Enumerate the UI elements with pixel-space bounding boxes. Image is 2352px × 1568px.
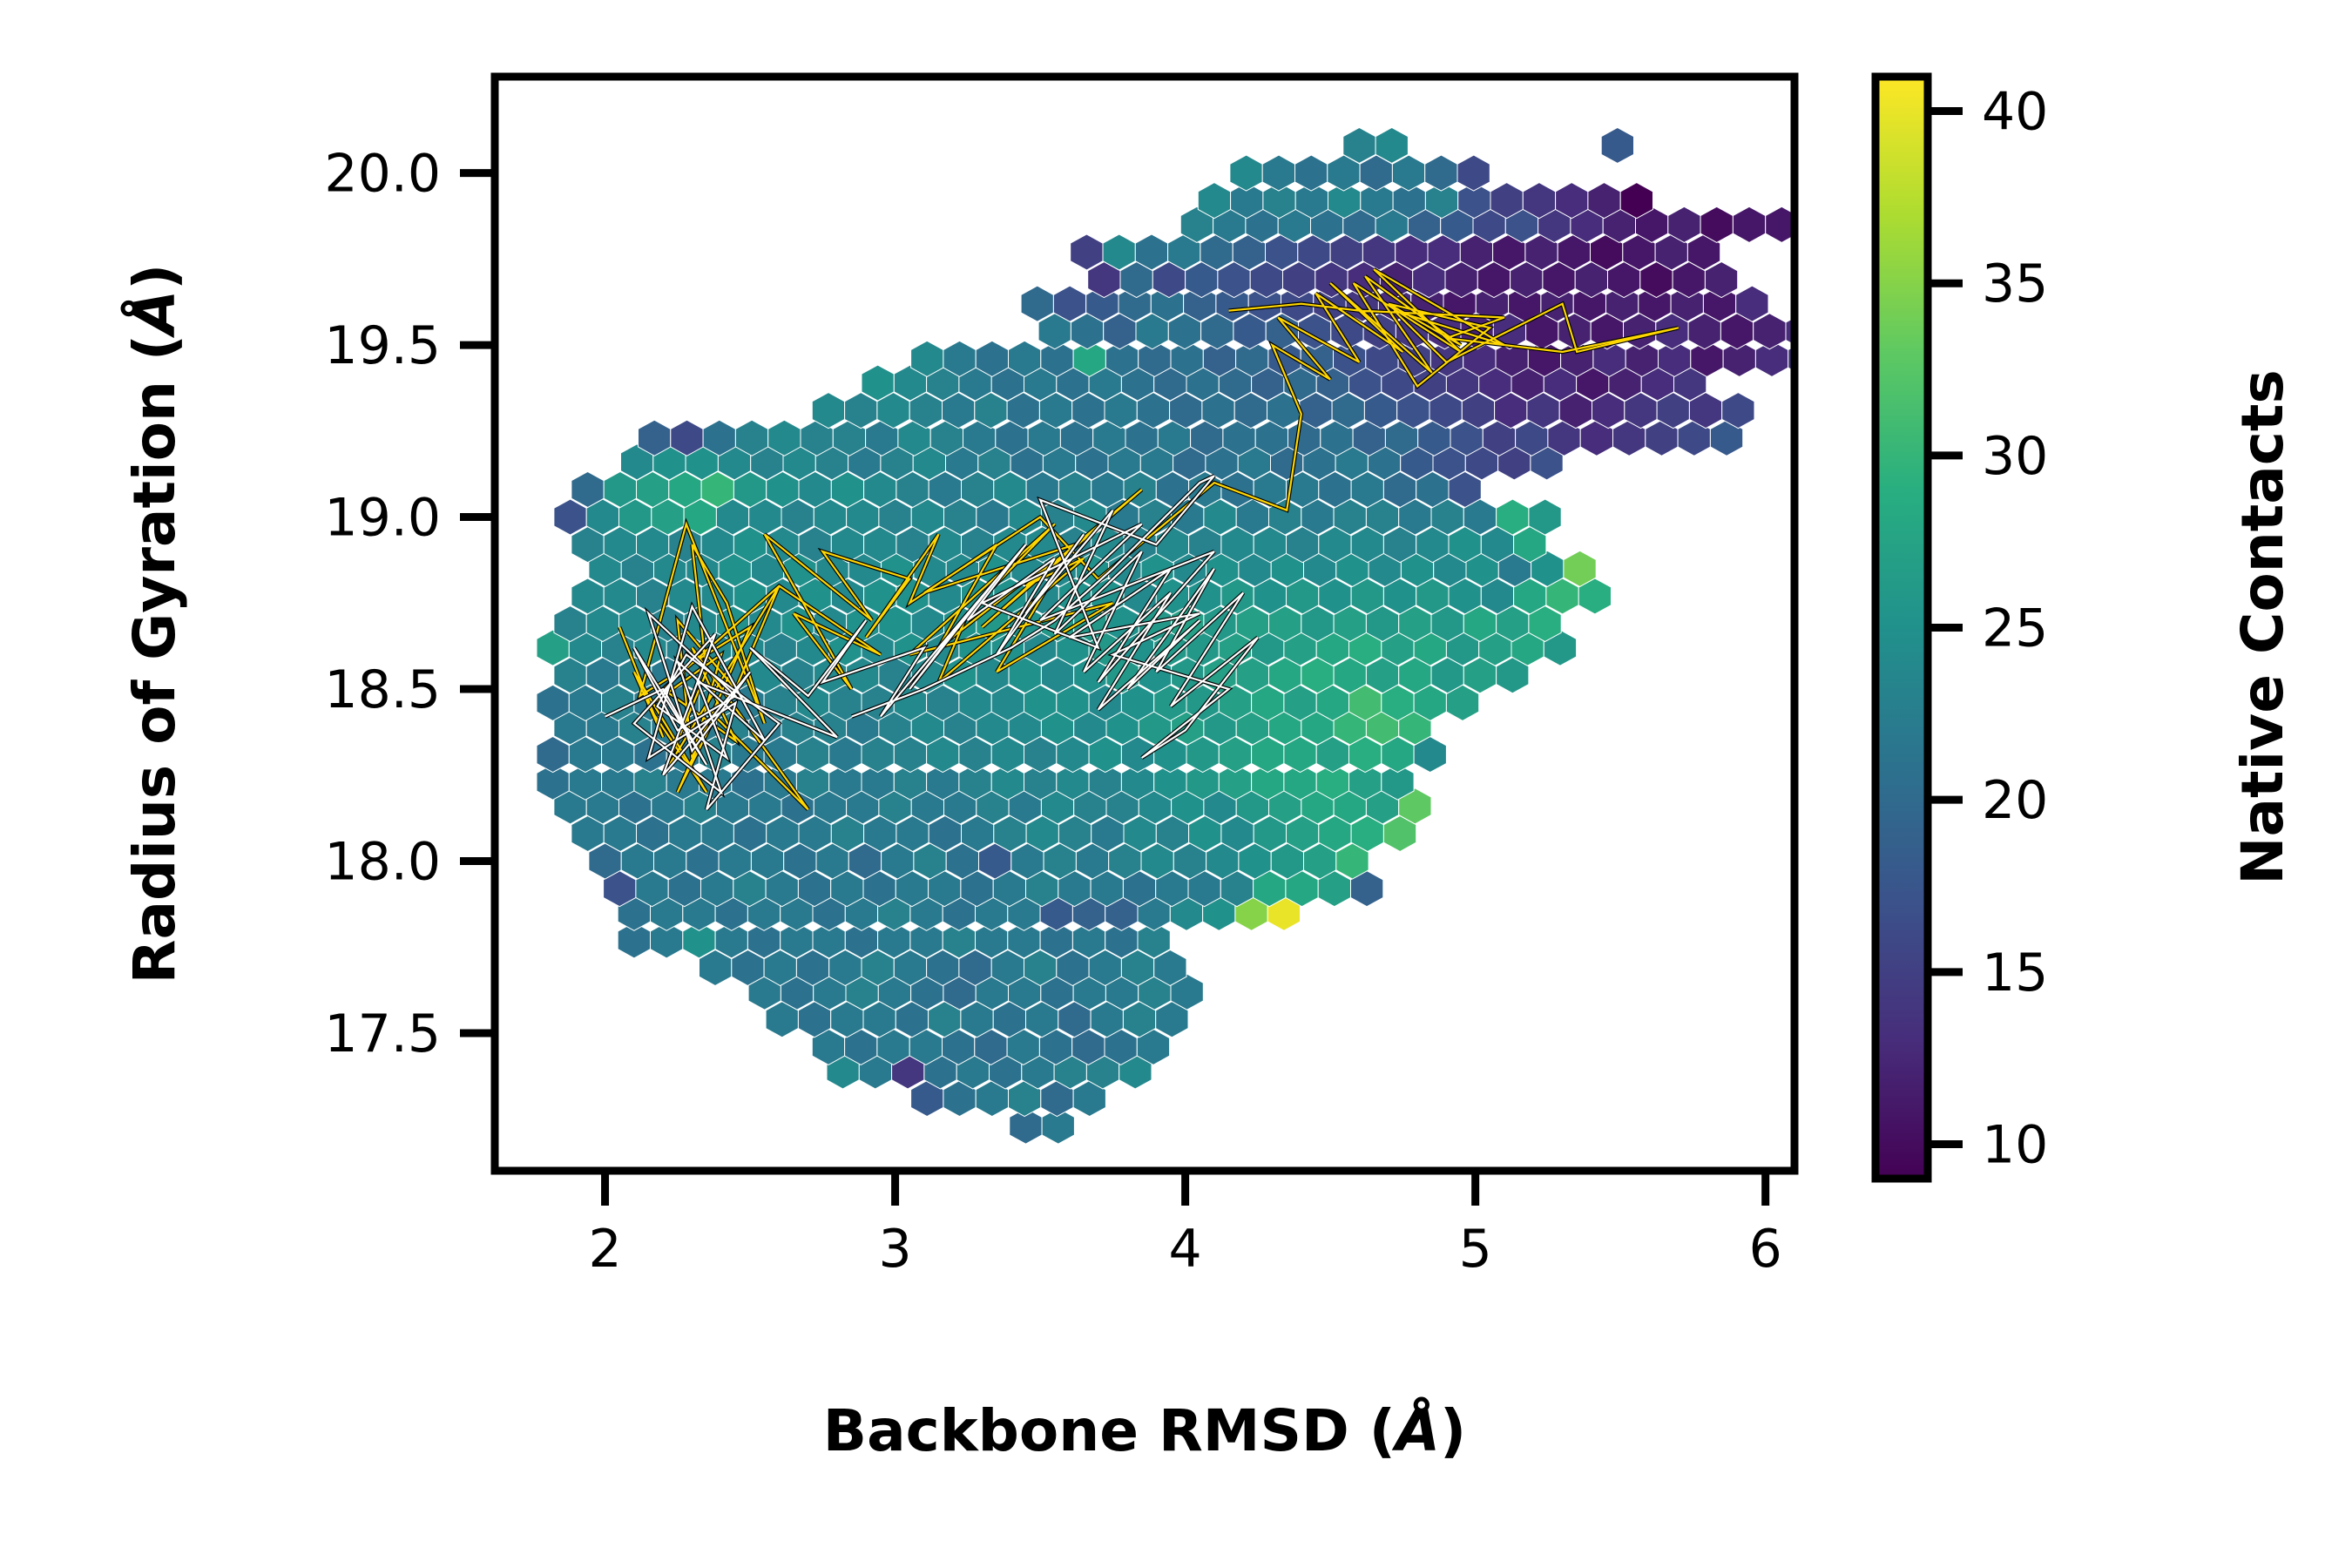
y-tick-label: 19.5: [324, 315, 441, 376]
hexbin-cell: [1381, 763, 1415, 801]
hexbin-cell: [1041, 1107, 1075, 1145]
x-tick-label: 2: [588, 1219, 621, 1280]
colorbar-tick-label: 35: [1982, 253, 2048, 314]
hexbin-cell: [1528, 605, 1562, 643]
hexbin-cell: [1528, 498, 1562, 536]
y-tick-label: 17.5: [324, 1004, 441, 1064]
hexbin-cell: [1445, 684, 1480, 721]
hexbin-cells: [536, 126, 1794, 1145]
x-tick-label: 5: [1459, 1219, 1492, 1280]
colorbar-tick-label: 10: [1982, 1114, 2048, 1175]
colorbar-tick-label: 25: [1982, 598, 2048, 659]
x-axis-label-suffix: ): [1440, 1397, 1466, 1464]
hexbin-cell: [1155, 1001, 1189, 1038]
plot-frame: [490, 72, 1799, 1175]
colorbar-tick-label: 20: [1982, 770, 2048, 831]
hexbin-cell: [1456, 154, 1490, 192]
hexbin-cell: [1765, 206, 1794, 243]
x-axis-label-prefix: Backbone RMSD (: [823, 1397, 1396, 1464]
colorbar-tick-label: 30: [1982, 426, 2048, 487]
hexbin-cell: [1600, 126, 1634, 165]
x-tick-label: 4: [1169, 1219, 1202, 1280]
x-axis-label: Backbone RMSD (Å): [823, 1396, 1466, 1464]
hexbin-cell: [1735, 285, 1769, 322]
y-axis-label-prefix: Radius of Gyration (: [121, 335, 188, 983]
hexbin-cell: [1563, 550, 1597, 587]
colorbar-label: Native Contacts: [2229, 369, 2296, 885]
hexbin-cell: [1496, 657, 1530, 694]
y-tick-label: 20.0: [324, 144, 441, 205]
hexbin-cell: [1136, 1028, 1171, 1065]
x-axis-label-unit: Å: [1391, 1396, 1440, 1464]
x-tick-label: 3: [878, 1219, 911, 1280]
x-tick-label: 6: [1749, 1219, 1782, 1280]
y-axis-label-suffix: ): [121, 264, 188, 290]
colorbar-tick-label: 15: [1982, 943, 2048, 1004]
trajectory-lines: [604, 267, 1680, 811]
hexbin-cell: [1375, 126, 1409, 165]
hexbin-cell: [1382, 814, 1417, 853]
hexbin-cell: [1619, 182, 1653, 220]
y-axis-ticks: 17.5 18.0 18.5 19.0 19.5 20.0: [324, 144, 495, 1064]
hexbin-cell: [1137, 922, 1171, 959]
hexbin-cell: [1072, 1079, 1106, 1118]
y-axis-label-unit: Å: [120, 290, 188, 339]
colorbar-tick-label: 40: [1982, 82, 2048, 143]
x-axis-ticks: 2 3 4 5 6: [588, 1171, 1782, 1280]
colorbar-ticks: 10 15 20 25 30 35 40: [1928, 82, 2048, 1175]
hexbin-cell: [1350, 870, 1384, 908]
hexbin-cell: [1513, 526, 1547, 564]
hexbin-cell: [1335, 842, 1369, 880]
colorbar-gradient: [1876, 77, 1928, 1179]
hexbin-cell: [1686, 233, 1721, 271]
y-tick-label: 18.0: [324, 832, 441, 893]
y-axis-label: Radius of Gyration (Å): [120, 264, 188, 984]
hexbin-cell: [1448, 470, 1482, 509]
hexbin-cell: [1704, 260, 1739, 299]
hexbin-cell: [1413, 735, 1447, 774]
hexbin-cell: [1721, 392, 1755, 429]
hexbin-cell: [1709, 419, 1744, 456]
hexbin-cell: [1153, 949, 1187, 987]
y-tick-label: 19.0: [324, 488, 441, 549]
y-tick-label: 18.5: [324, 659, 441, 720]
hexbin-cell: [1578, 578, 1612, 615]
trajectory-line-2: [605, 475, 1259, 811]
